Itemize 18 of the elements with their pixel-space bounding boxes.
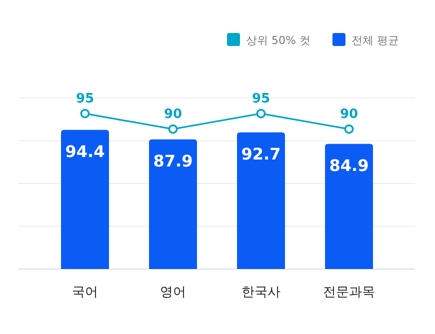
bar [325,144,373,269]
legend-label: 상위 50% 컷 [246,34,310,47]
bar [61,130,109,269]
x-tick-label: 전문과목 [323,285,375,300]
data-label: 95 [252,92,270,107]
x-tick-label: 한국사 [242,285,280,300]
data-label: 84.9 [329,156,369,175]
bar [149,139,197,269]
x-tick-label: 영어 [160,285,186,300]
data-label: 90 [164,107,182,122]
data-label: 94.4 [65,142,105,161]
data-label: 95 [76,92,94,107]
legend-label: 전체 평균 [351,34,399,47]
data-label: 87.9 [153,151,193,170]
data-label: 92.7 [241,144,281,164]
bar [237,132,285,269]
data-label: 90 [340,107,358,122]
x-tick-label: 국어 [72,285,98,300]
